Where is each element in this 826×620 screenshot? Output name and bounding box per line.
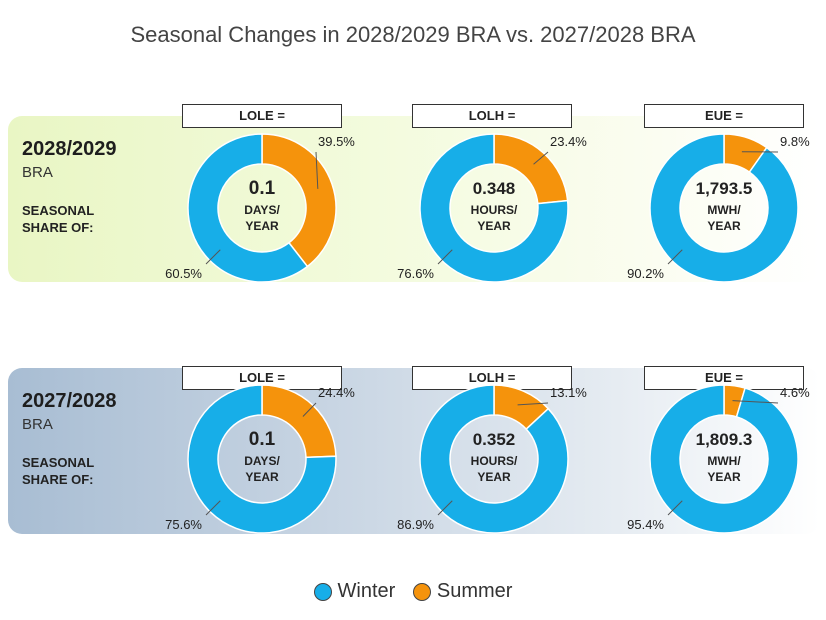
- center-value: 0.1: [249, 429, 276, 450]
- winter-slice: [419, 133, 569, 283]
- summer-percent-label: 39.5%: [318, 134, 355, 149]
- summer-leader-line: [732, 400, 779, 404]
- winter-leader-line: [437, 249, 453, 265]
- center-unit: DAYS/: [244, 203, 280, 217]
- legend-label-winter: Winter: [337, 580, 396, 602]
- legend-label-summer: Summer: [436, 580, 513, 602]
- center-unit: YEAR: [245, 219, 279, 233]
- seasonal-line-2: SHARE OF:: [22, 220, 94, 235]
- winter-slice: [419, 384, 569, 534]
- center-value: 0.348: [473, 179, 516, 198]
- winter-slice: [187, 384, 337, 534]
- center-unit: MWH/: [707, 203, 741, 217]
- summer-percent-label: 24.4%: [318, 385, 355, 400]
- winter-percent-label: 76.6%: [397, 266, 434, 281]
- winter-leader-line: [437, 500, 453, 516]
- seasonal-line-2: SHARE OF:: [22, 472, 94, 487]
- center-unit: HOURS/: [471, 203, 518, 217]
- center-value: 1,809.3: [696, 430, 753, 449]
- metric-label-lole: LOLE =: [182, 104, 342, 128]
- center-unit: HOURS/: [471, 454, 518, 468]
- center-value: 1,793.5: [696, 179, 753, 198]
- center-unit: YEAR: [477, 219, 511, 233]
- summer-percent-label: 23.4%: [550, 134, 587, 149]
- winter-percent-label: 90.2%: [627, 266, 664, 281]
- winter-percent-label: 95.4%: [627, 517, 664, 532]
- winter-percent-label: 60.5%: [165, 266, 202, 281]
- summer-leader-line: [302, 402, 317, 417]
- legend-item-summer: Summer: [412, 580, 513, 603]
- summer-leader-line: [517, 402, 549, 406]
- center-unit: YEAR: [707, 219, 741, 233]
- winter-percent-label: 86.9%: [397, 517, 434, 532]
- metric-label-eue: EUE =: [644, 104, 804, 128]
- center-value: 0.352: [473, 430, 516, 449]
- winter-leader-line: [205, 249, 221, 265]
- legend: Winter Summer: [0, 580, 826, 607]
- winter-slice: [187, 133, 309, 283]
- winter-slice: [649, 384, 799, 534]
- summer-slice: [261, 133, 337, 268]
- winter-leader-line: [205, 500, 221, 516]
- seasonal-line-1: SEASONAL: [22, 203, 95, 218]
- summer-percent-label: 9.8%: [780, 134, 810, 149]
- panel-sub: BRA: [22, 416, 53, 433]
- center-unit: MWH/: [707, 454, 741, 468]
- summer-swatch-icon: [412, 582, 431, 601]
- seasonal-line-1: SEASONAL: [22, 455, 95, 470]
- legend-item-winter: Winter: [313, 580, 396, 603]
- seasonal-share-label: SEASONAL SHARE OF:: [22, 454, 94, 488]
- winter-percent-label: 75.6%: [165, 517, 202, 532]
- summer-leader-line: [533, 151, 549, 165]
- panel-sub: BRA: [22, 164, 53, 181]
- winter-slice: [649, 133, 799, 283]
- panel-year: 2028/2029: [22, 138, 117, 160]
- center-unit: YEAR: [707, 470, 741, 484]
- center-unit: YEAR: [245, 470, 279, 484]
- panel-year: 2027/2028: [22, 390, 117, 412]
- center-value: 0.1: [249, 178, 276, 199]
- metric-label-lolh: LOLH =: [412, 104, 572, 128]
- winter-leader-line: [667, 249, 683, 265]
- seasonal-share-label: SEASONAL SHARE OF:: [22, 202, 94, 236]
- winter-leader-line: [667, 500, 683, 516]
- summer-leader-line: [315, 151, 319, 189]
- summer-percent-label: 13.1%: [550, 385, 587, 400]
- chart-title: Seasonal Changes in 2028/2029 BRA vs. 20…: [130, 22, 696, 47]
- center-unit: DAYS/: [244, 454, 280, 468]
- winter-swatch-icon: [313, 582, 332, 601]
- summer-percent-label: 4.6%: [780, 385, 810, 400]
- center-unit: YEAR: [477, 470, 511, 484]
